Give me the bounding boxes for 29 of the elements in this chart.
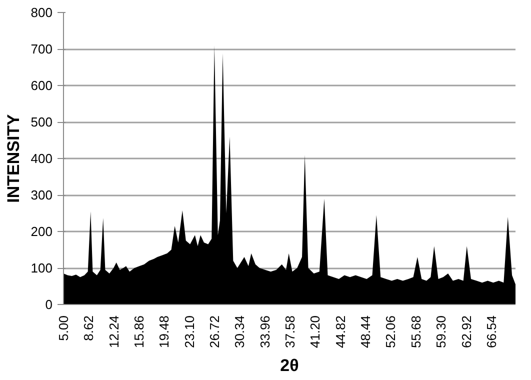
- x-tick-label: 5.00: [56, 315, 71, 341]
- x-tick-label: 48.44: [358, 315, 374, 348]
- x-tick-label: 8.62: [81, 315, 96, 341]
- x-tick-label: 52.06: [383, 315, 398, 348]
- x-tick-label: 30.34: [232, 315, 248, 348]
- y-tick-label: 500: [30, 114, 53, 130]
- y-tick-label: 700: [30, 42, 53, 56]
- x-tick-label: 59.30: [434, 315, 449, 348]
- x-tick-label: 37.58: [282, 315, 298, 348]
- x-tick-label: 12.24: [106, 315, 122, 348]
- x-tick-label: 66.54: [484, 315, 499, 348]
- x-tick-label: 41.20: [308, 315, 323, 348]
- y-tick-label: 400: [30, 151, 53, 166]
- x-tick-label: 23.10: [182, 315, 197, 348]
- x-axis-title: 2θ: [280, 356, 299, 376]
- y-tick-label: 800: [30, 5, 53, 20]
- x-tick-label: 44.82: [332, 315, 348, 348]
- y-tick-label: 300: [30, 188, 53, 202]
- y-tick-label: 0: [45, 297, 53, 312]
- x-tick-label: 33.96: [257, 315, 272, 348]
- y-tick-label: 100: [30, 260, 53, 276]
- x-tick-label: 15.86: [132, 315, 147, 348]
- x-tick-label: 19.48: [156, 315, 172, 348]
- x-tick-label: 55.68: [408, 315, 424, 348]
- x-tick-label: 26.72: [207, 315, 222, 348]
- y-tick-label: 600: [30, 78, 53, 93]
- y-axis-title: INTENSITY: [4, 113, 23, 203]
- y-tick-label: 200: [30, 224, 53, 239]
- x-tick-label: 62.92: [458, 315, 474, 348]
